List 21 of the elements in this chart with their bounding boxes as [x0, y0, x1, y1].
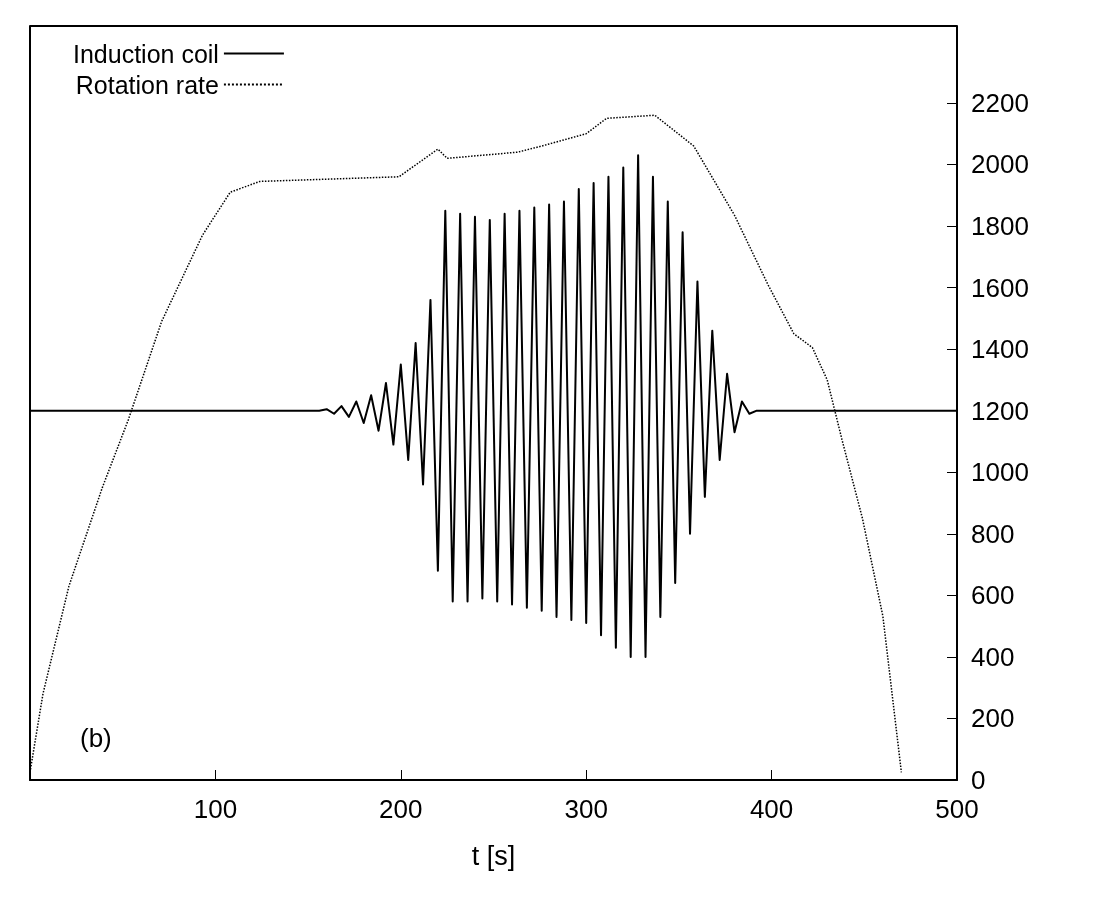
y2-tick-label: 1200	[971, 395, 1029, 426]
y2-tick-label: 1000	[971, 457, 1029, 488]
y2-tick-label: 400	[971, 641, 1015, 672]
y2-tick-label: 600	[971, 580, 1015, 611]
x-tick-label: 100	[193, 794, 238, 824]
y2-tick-label: 1800	[971, 211, 1029, 242]
y2-tick-label: 800	[971, 518, 1015, 549]
y2-tick-label: 0	[971, 765, 986, 795]
y2-tick-label: 1600	[971, 272, 1029, 303]
y2-tick-label: 200	[971, 703, 1015, 734]
x-tick-label: 500	[935, 794, 979, 824]
legend-label: Induction coil	[72, 39, 219, 68]
y2-tick-label: 2200	[971, 87, 1029, 118]
annotation: (b)	[80, 723, 112, 753]
x-axis-title: t [s]	[471, 840, 516, 871]
y2-tick-label: 1400	[971, 334, 1029, 365]
x-tick-label: 200	[379, 794, 423, 824]
x-tick-label: 400	[749, 794, 794, 824]
y2-tick-label: 2000	[971, 149, 1029, 180]
legend-label: Rotation rate	[75, 70, 219, 99]
x-tick-label: 300	[564, 794, 608, 824]
